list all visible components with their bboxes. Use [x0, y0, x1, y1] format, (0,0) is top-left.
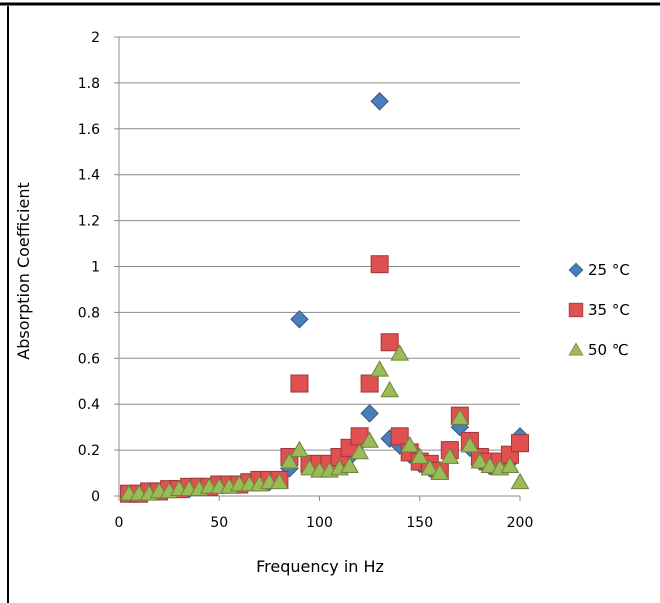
data-point — [511, 434, 529, 453]
y-tick-label: 1.8 — [78, 76, 100, 92]
data-point — [480, 456, 500, 474]
series-3 — [119, 344, 530, 501]
y-tick-label: 0.4 — [78, 397, 100, 413]
legend-item: 50 ℃ — [568, 341, 629, 359]
data-point — [280, 452, 299, 469]
data-point — [450, 408, 470, 425]
data-point — [420, 458, 440, 476]
gridlines — [119, 36, 520, 451]
legend: 25 °C 35 °C 50 ℃ — [568, 261, 630, 359]
data-point — [360, 404, 379, 423]
data-point — [290, 374, 309, 393]
data-point — [400, 436, 420, 453]
legend-label: 50 ℃ — [588, 341, 629, 359]
data-point — [500, 456, 520, 474]
data-point — [360, 431, 379, 448]
x-tick-label: 50 — [210, 515, 228, 531]
data-point — [510, 472, 530, 490]
legend-item: 25 °C — [568, 261, 630, 279]
data-point — [370, 255, 389, 274]
y-tick-label: 1 — [91, 260, 100, 276]
y-axis-label: Absorption Coefficient — [14, 182, 33, 359]
legend-label: 35 °C — [588, 301, 630, 319]
data-point — [410, 447, 430, 464]
data-point — [430, 463, 450, 480]
legend-item: 35 °C — [568, 301, 630, 319]
data-point — [360, 374, 379, 393]
y-tick-label: 0.6 — [78, 351, 100, 367]
y-tick-label: 0.8 — [78, 305, 100, 321]
data-point — [380, 380, 400, 398]
y-tick-label: 2 — [91, 30, 100, 46]
legend-marker — [568, 302, 584, 318]
data-point — [380, 333, 399, 352]
data-point — [370, 360, 390, 377]
y-tick-labels: 0 0.2 0.4 0.6 0.8 1 1.2 1.4 1.6 1.8 2 — [78, 30, 100, 505]
x-tick-label: 100 — [306, 515, 333, 531]
y-tick-label: 1.2 — [78, 214, 100, 230]
data-point — [350, 442, 369, 460]
x-tick-label: 200 — [507, 515, 534, 531]
y-tick-label: 1.4 — [78, 168, 100, 184]
data-point — [460, 436, 480, 453]
plot-area: 0 0.2 0.4 0.6 0.8 1 1.2 1.4 1.6 1.8 2 0 50 100 150 200 — [78, 30, 534, 531]
x-axis-label: Frequency in Hz — [256, 557, 384, 576]
series-2 — [120, 255, 529, 503]
x-tick-label: 0 — [115, 515, 124, 531]
data-point — [470, 452, 490, 469]
data-point — [390, 427, 409, 446]
data-point — [290, 310, 309, 329]
y-tick-label: 0 — [91, 489, 100, 505]
legend-marker — [568, 262, 584, 278]
x-tick-labels: 0 50 100 150 200 — [115, 515, 534, 531]
data-point — [440, 447, 460, 464]
y-tick-label: 0.2 — [78, 443, 100, 459]
legend-marker — [568, 342, 584, 356]
data-point — [370, 92, 389, 111]
data-point — [270, 472, 289, 490]
data-points — [119, 92, 530, 503]
data-point — [340, 456, 359, 474]
y-tick-label: 1.6 — [78, 122, 100, 138]
data-point — [300, 458, 319, 476]
data-point — [290, 440, 309, 457]
data-point — [390, 344, 410, 361]
x-tick-label: 150 — [406, 515, 433, 531]
legend-label: 25 °C — [588, 261, 630, 279]
